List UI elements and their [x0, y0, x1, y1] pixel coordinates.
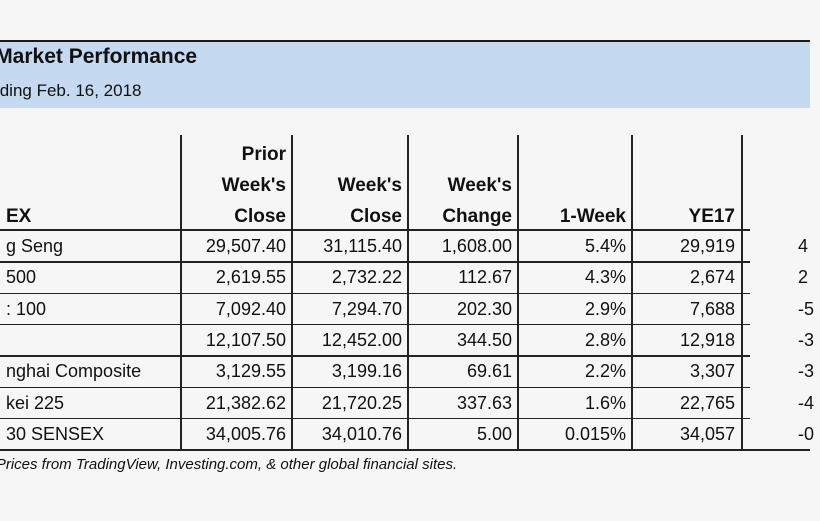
column-header-index: EX [6, 206, 32, 227]
cell-prior-close: 34,005.76 [205, 423, 286, 444]
table-subtitle: n days ending Feb. 16, 2018 [0, 81, 142, 100]
column-separator [407, 135, 409, 451]
cell-week-close: 7,294.70 [331, 298, 402, 319]
table-title: ck Market Performance [0, 45, 198, 68]
cell-prior-close: 12,107.50 [205, 329, 286, 350]
row-divider [0, 292, 750, 295]
column-separator [741, 135, 743, 451]
cell-one-week: 4.3% [584, 267, 626, 288]
column-header-week-close: Week's [337, 175, 402, 196]
cell-ye17: 2,674 [689, 267, 735, 288]
column-header-prior-close: Prior [241, 144, 286, 165]
row-index-name: : 100 [6, 298, 47, 319]
row-divider [0, 386, 750, 388]
column-separator [631, 135, 633, 451]
cell-week-close: 31,115.40 [323, 236, 402, 256]
cell-ye17: 3,307 [689, 361, 735, 382]
cell-ye17: 12,918 [679, 329, 735, 350]
row-divider [0, 261, 750, 263]
cell-week-close: 3,199.16 [331, 361, 402, 382]
row-index-name: kei 225 [6, 392, 65, 413]
column-separator [291, 135, 293, 451]
cell-week-change: 69.61 [466, 361, 512, 382]
column-separator [517, 135, 519, 451]
column-header-one-week: 1-Week [559, 206, 626, 227]
row-divider [0, 355, 750, 357]
cell-week-close: 2,732.22 [331, 267, 402, 288]
cell-one-week: 2.2% [584, 361, 626, 382]
column-header-week-close: Close [350, 206, 402, 227]
cell-ye17: 29,919 [679, 236, 735, 256]
cell-one-week: 2.8% [584, 329, 626, 350]
cell-ye17: 7,688 [689, 298, 735, 319]
cell-ye17: 22,765 [679, 392, 735, 413]
cell-week-change: 112.67 [458, 267, 512, 288]
header-divider [0, 229, 750, 231]
cell-clipped: -0 [798, 423, 815, 444]
title-band [0, 40, 810, 108]
cell-clipped: -3 [798, 361, 815, 382]
cell-one-week: 5.4% [584, 236, 626, 256]
column-header-prior-close: Week's [221, 175, 286, 196]
cell-clipped: 2 [798, 267, 809, 288]
column-header-prior-close: Close [234, 206, 286, 227]
column-header-ye17: YE17 [688, 206, 735, 227]
row-divider [0, 417, 750, 420]
cell-week-close: 34,010.76 [321, 423, 402, 444]
cell-prior-close: 29,507.40 [205, 236, 286, 256]
row-divider [0, 449, 810, 451]
cell-prior-close: 2,619.55 [215, 267, 286, 288]
sources-footnote: s: Prices from TradingView, Investing.co… [0, 456, 458, 473]
column-header-week-change: Week's [447, 175, 512, 196]
cell-clipped: 4 [798, 236, 809, 256]
row-index-name: 500 [6, 267, 37, 288]
cell-week-close: 12,452.00 [321, 329, 402, 350]
row-index-name: 30 SENSEX [6, 423, 105, 444]
cell-week-close: 21,720.25 [321, 392, 402, 413]
column-header-week-change: Change [442, 206, 512, 227]
cell-week-change: 202.30 [456, 298, 512, 319]
cell-prior-close: 21,382.62 [205, 392, 286, 413]
cell-week-change: 337.63 [456, 392, 512, 413]
cell-one-week: 1.6% [584, 392, 626, 413]
cell-clipped: -5 [798, 298, 815, 319]
cell-clipped: -3 [798, 329, 815, 350]
cell-week-change: 5.00 [476, 423, 512, 444]
cell-clipped: -4 [798, 392, 815, 413]
cell-week-change: 344.50 [456, 329, 512, 350]
cell-week-change: 1,608.00 [441, 236, 512, 256]
cell-prior-close: 3,129.55 [215, 361, 286, 382]
cell-one-week: 2.9% [584, 298, 626, 319]
column-separator [180, 135, 182, 451]
row-index-name: nghai Composite [6, 361, 142, 382]
row-index-name: g Seng [6, 236, 64, 256]
cell-prior-close: 7,092.40 [215, 298, 286, 319]
cell-one-week: 0.015% [564, 423, 626, 444]
row-divider [0, 323, 750, 326]
cell-ye17: 34,057 [679, 423, 735, 444]
